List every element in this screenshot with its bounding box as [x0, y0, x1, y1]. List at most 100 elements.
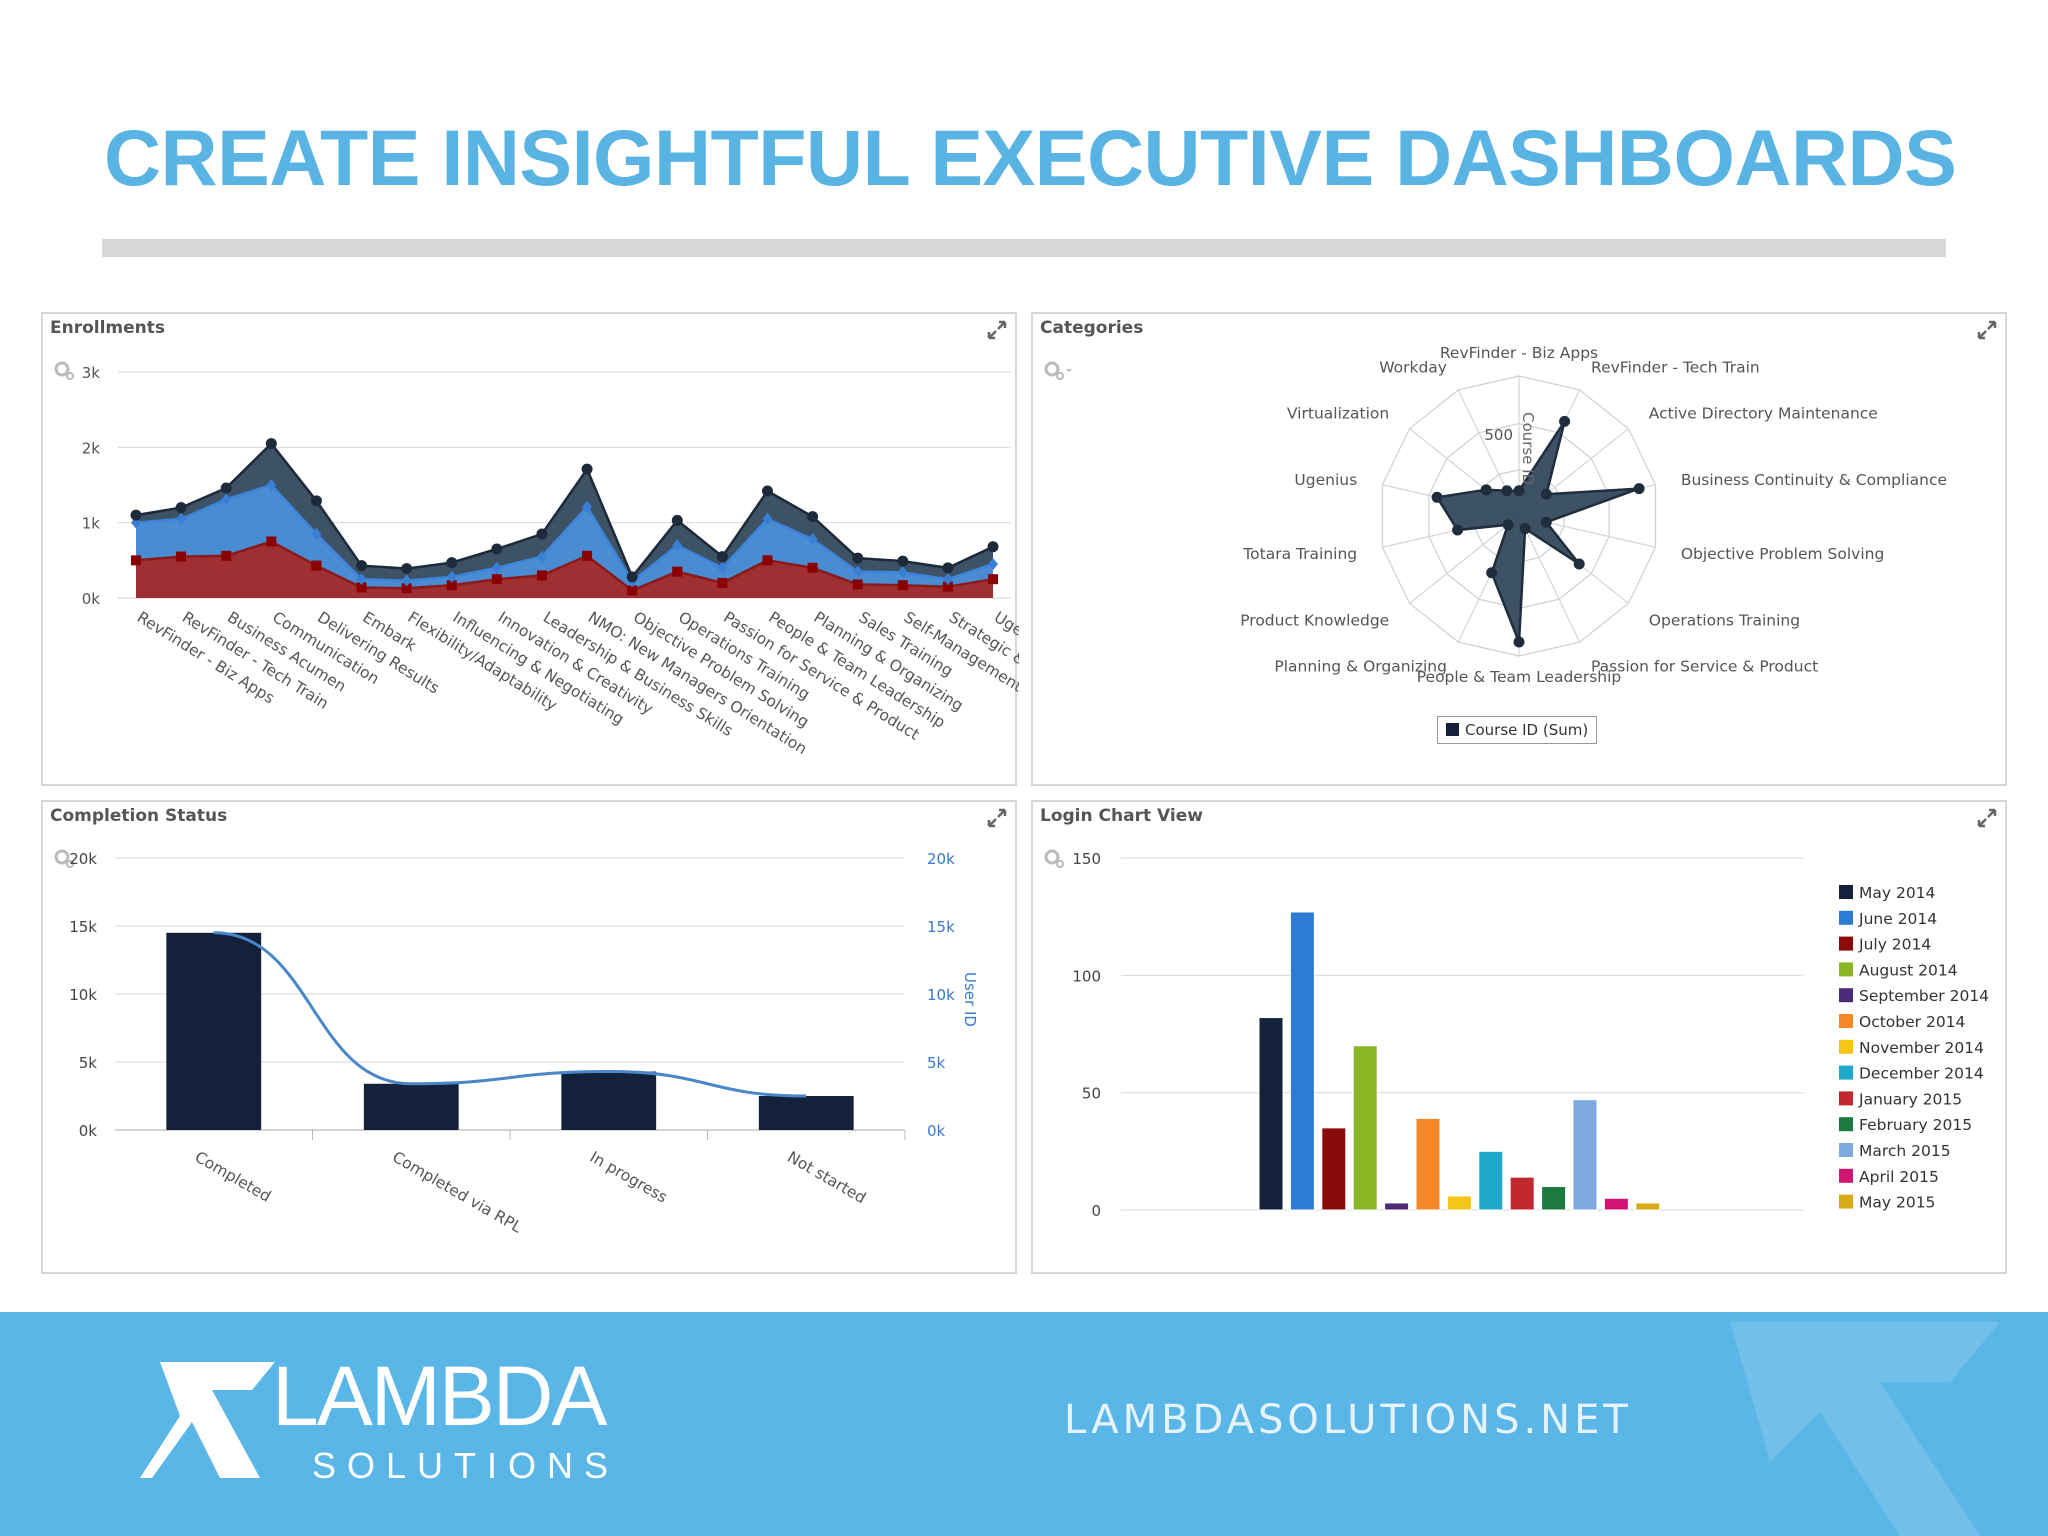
- data-point: [807, 511, 819, 523]
- slide-title: CREATE INSIGHTFUL EXECUTIVE DASHBOARDS: [104, 113, 1957, 202]
- panel-title: Completion Status: [50, 806, 228, 826]
- data-point: [356, 560, 368, 572]
- data-point: [176, 512, 187, 525]
- trend-line: [213, 931, 807, 1098]
- gear-icon[interactable]: [53, 848, 83, 872]
- login-chart: 0 50 100 150 May 2014 June 2014 July 2014 Augus…: [1072, 850, 1989, 1220]
- y2-tick-label: 5k: [927, 1054, 946, 1072]
- panel-title: Categories: [1040, 318, 1144, 338]
- legend-swatch: [1839, 1143, 1853, 1157]
- legend-swatch: [1839, 1117, 1853, 1132]
- legend-label: January 2015: [1858, 1090, 1962, 1108]
- radar-tick-label: 500: [1484, 426, 1513, 444]
- radar-category-label: Ugenius: [1294, 471, 1357, 489]
- gear-icon[interactable]: [53, 360, 83, 384]
- data-point: [536, 570, 547, 581]
- gear-icon[interactable]: [1043, 848, 1073, 872]
- data-point: [897, 566, 908, 579]
- bar-august-2014: [1352, 1045, 1378, 1211]
- data-point: [988, 574, 998, 585]
- legend-swatch: [1839, 1168, 1853, 1183]
- y-tick-label: 0: [1091, 1202, 1101, 1220]
- data-point: [491, 543, 503, 555]
- legend-swatch: [1839, 1014, 1853, 1028]
- legend-label: May 2015: [1859, 1194, 1935, 1212]
- radar-category-label: Active Directory Maintenance: [1649, 405, 1878, 423]
- data-point: [356, 573, 367, 586]
- legend-label: October 2014: [1859, 1013, 1965, 1031]
- legend-label: February 2015: [1859, 1116, 1972, 1134]
- data-point: [671, 514, 683, 526]
- radar-point: [1573, 558, 1585, 570]
- expand-icon[interactable]: [1973, 804, 2001, 832]
- expand-icon[interactable]: [1973, 316, 2001, 344]
- radar-point: [1513, 485, 1525, 497]
- legend-label: June 2014: [1858, 910, 1937, 928]
- y-tick-label: 3k: [82, 364, 101, 382]
- data-point: [401, 583, 412, 594]
- data-point: [942, 581, 953, 592]
- legend-swatch: [1839, 885, 1853, 899]
- data-point: [942, 562, 954, 574]
- enrollments-panel: Enrollments 0k 1k 2k 3k RevFinder - Biz Apps…: [41, 312, 1019, 786]
- bar-december-2014: [1478, 1150, 1504, 1211]
- radar-legend[interactable]: Course ID (Sum): [1437, 716, 1598, 744]
- expand-icon[interactable]: [983, 804, 1011, 832]
- company-logo: LAMBDA SOLUTIONS: [140, 1354, 608, 1494]
- data-point: [130, 509, 142, 521]
- radar-category-label: Planning & Organizing: [1274, 658, 1447, 676]
- y-tick-label: 0k: [79, 1122, 98, 1140]
- legend-swatch: [1839, 962, 1853, 977]
- expand-icon[interactable]: [983, 316, 1011, 344]
- legend-swatch: [1839, 1091, 1853, 1106]
- data-point: [627, 585, 638, 596]
- data-point: [311, 560, 322, 571]
- data-point: [176, 551, 187, 562]
- series-line-1: [135, 483, 994, 584]
- y-tick-label: 20k: [69, 850, 97, 868]
- data-point: [175, 502, 187, 514]
- y-tick-label: 100: [1072, 967, 1101, 985]
- title-divider: [102, 239, 1946, 257]
- bar-september-2014: [1384, 1202, 1410, 1211]
- y-tick-label: 0k: [82, 590, 101, 608]
- radar-category-label: Business Continuity & Compliance: [1681, 471, 1947, 489]
- categories-radar-chart: 500 Course ID RevFinder - Biz AppsRevFinde…: [1240, 344, 1947, 686]
- area-series-0: [136, 541, 993, 598]
- legend-swatch: [1839, 1039, 1853, 1054]
- data-point: [988, 558, 998, 571]
- radar-spoke: [1409, 515, 1520, 604]
- bar-may-2014: [1258, 1017, 1284, 1211]
- radar-point: [1540, 516, 1552, 528]
- legend-label: November 2014: [1859, 1039, 1984, 1057]
- data-point: [131, 555, 141, 566]
- radar-point: [1501, 485, 1513, 497]
- bar-july-2014: [1321, 1127, 1347, 1211]
- y-tick-label: 1k: [82, 515, 101, 533]
- data-point: [761, 485, 773, 497]
- data-point: [266, 479, 277, 491]
- data-point: [265, 438, 277, 450]
- radar-point: [1513, 636, 1525, 648]
- legend-label: July 2014: [1858, 936, 1931, 954]
- legend-swatch: [1839, 936, 1853, 951]
- data-point: [221, 550, 232, 561]
- legend-label: May 2014: [1859, 884, 1935, 902]
- gear-icon[interactable]: [1043, 360, 1073, 384]
- data-point: [491, 574, 502, 585]
- bar-november-2014: [1446, 1195, 1472, 1211]
- data-point: [762, 555, 773, 566]
- legend-swatch: [1839, 1065, 1853, 1080]
- completion-status-panel: Completion Status 0k 0k 5k 5k 10k 10k 15k 15k 20…: [41, 800, 1017, 1274]
- data-point: [626, 571, 638, 583]
- radar-point: [1540, 488, 1552, 500]
- radar-spoke: [1518, 515, 1581, 643]
- bar-april-2015: [1603, 1197, 1629, 1211]
- y-tick-label: 150: [1072, 850, 1101, 868]
- y2-tick-label: 10k: [927, 986, 955, 1004]
- panel-title: Login Chart View: [1040, 806, 1203, 826]
- data-point: [762, 512, 773, 525]
- legend-label: March 2015: [1859, 1142, 1951, 1160]
- legend-label: April 2015: [1859, 1168, 1939, 1186]
- website-url[interactable]: LAMBDASOLUTIONS.NET: [1064, 1397, 1632, 1443]
